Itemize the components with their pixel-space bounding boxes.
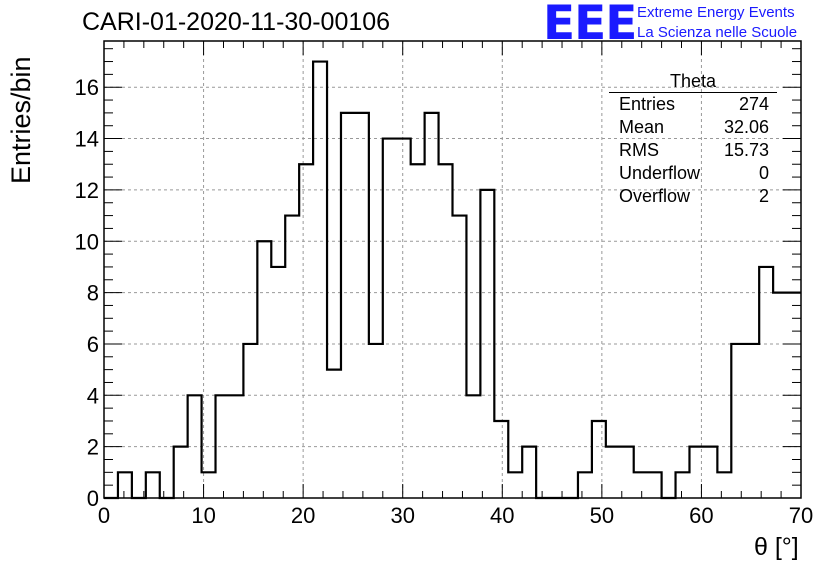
histogram-bin <box>118 472 132 498</box>
histogram-bin <box>508 472 522 498</box>
histogram-bin <box>522 447 536 498</box>
stats-value: 0 <box>758 163 769 183</box>
y-tick-label: 8 <box>87 281 99 306</box>
x-tick-label: 0 <box>98 503 110 528</box>
x-tick-label: 50 <box>590 503 614 528</box>
histogram-bin <box>411 164 425 498</box>
x-tick-label: 10 <box>191 503 215 528</box>
stats-box: Theta Entries 274 Mean 32.06 RMS 15.73 U… <box>609 70 777 208</box>
histogram-bins <box>104 60 801 500</box>
x-tick-label: 20 <box>291 503 315 528</box>
stats-row-entries: Entries 274 <box>609 93 777 116</box>
eee-logo: EEE <box>543 0 637 51</box>
y-tick-label: 6 <box>87 332 99 357</box>
histogram-bin <box>285 216 299 498</box>
stats-row-underflow: Underflow 0 <box>609 162 777 185</box>
histogram-bin <box>759 267 773 498</box>
histogram-bin <box>731 344 745 498</box>
histogram-bin <box>676 472 690 498</box>
histogram-bin <box>717 472 731 498</box>
y-tick-label: 12 <box>75 178 99 203</box>
stats-label: Overflow <box>619 186 691 206</box>
x-tick-label: 40 <box>490 503 514 528</box>
stats-row-overflow: Overflow 2 <box>609 185 777 208</box>
grid-lines <box>104 41 801 498</box>
histogram-bin <box>745 344 759 498</box>
histogram-bin <box>299 164 313 498</box>
stats-value: 2 <box>758 186 769 206</box>
logo-line-2: La Scienza nelle Scuole <box>637 24 798 41</box>
y-tick-label: 2 <box>87 435 99 460</box>
histogram-bin <box>383 139 397 498</box>
histogram-bin <box>648 472 662 498</box>
y-tick-label: 16 <box>75 75 99 100</box>
histogram-bin <box>494 421 508 498</box>
axis-ticks <box>103 41 802 499</box>
histogram-bin <box>313 62 327 498</box>
stats-label: RMS <box>619 140 659 160</box>
y-tick-label: 10 <box>75 229 99 254</box>
histogram-bin <box>425 113 439 498</box>
histogram-bin <box>397 139 411 498</box>
stats-row-mean: Mean 32.06 <box>609 116 777 139</box>
x-tick-label: 70 <box>789 503 813 528</box>
plot-frame <box>103 40 802 499</box>
histogram-bin <box>703 447 717 498</box>
y-tick-label: 0 <box>87 486 99 511</box>
histogram-bin <box>146 472 160 498</box>
histogram-bin <box>327 370 341 498</box>
histogram-bin <box>355 113 369 498</box>
histogram-bin <box>341 113 355 498</box>
stats-label: Mean <box>619 117 665 137</box>
histogram-bin <box>369 344 383 498</box>
histogram-bin <box>174 447 188 498</box>
histogram-bin <box>257 241 271 498</box>
stats-value: 32.06 <box>723 117 769 137</box>
x-tick-label: 30 <box>390 503 414 528</box>
stats-title: Theta <box>609 70 777 93</box>
histogram-bin <box>606 447 620 498</box>
chart-title: CARI-01-2020-11-30-00106 <box>82 8 391 36</box>
histogram-bin <box>271 267 285 498</box>
histogram-bin <box>243 344 257 498</box>
x-axis-label: θ [°] <box>754 533 799 561</box>
stats-value: 274 <box>738 94 769 114</box>
y-tick-label: 4 <box>87 383 99 408</box>
histogram-bin <box>592 421 606 498</box>
histogram-bin <box>453 216 467 498</box>
stats-label: Entries <box>619 94 676 114</box>
histogram-bin <box>439 164 453 498</box>
stats-value: 15.73 <box>723 140 769 160</box>
x-tick-label: 60 <box>689 503 713 528</box>
stats-row-rms: RMS 15.73 <box>609 139 777 162</box>
histogram-bin <box>216 395 230 498</box>
histogram-bin <box>620 447 634 498</box>
y-tick-label: 14 <box>75 127 99 152</box>
histogram-bin <box>578 472 592 498</box>
logo-line-1: Extreme Energy Events <box>637 4 795 21</box>
histogram-outline <box>104 60 801 500</box>
histogram-bin <box>634 472 648 498</box>
y-axis-label: Entries/bin <box>6 56 36 184</box>
stats-label: Underflow <box>619 163 701 183</box>
